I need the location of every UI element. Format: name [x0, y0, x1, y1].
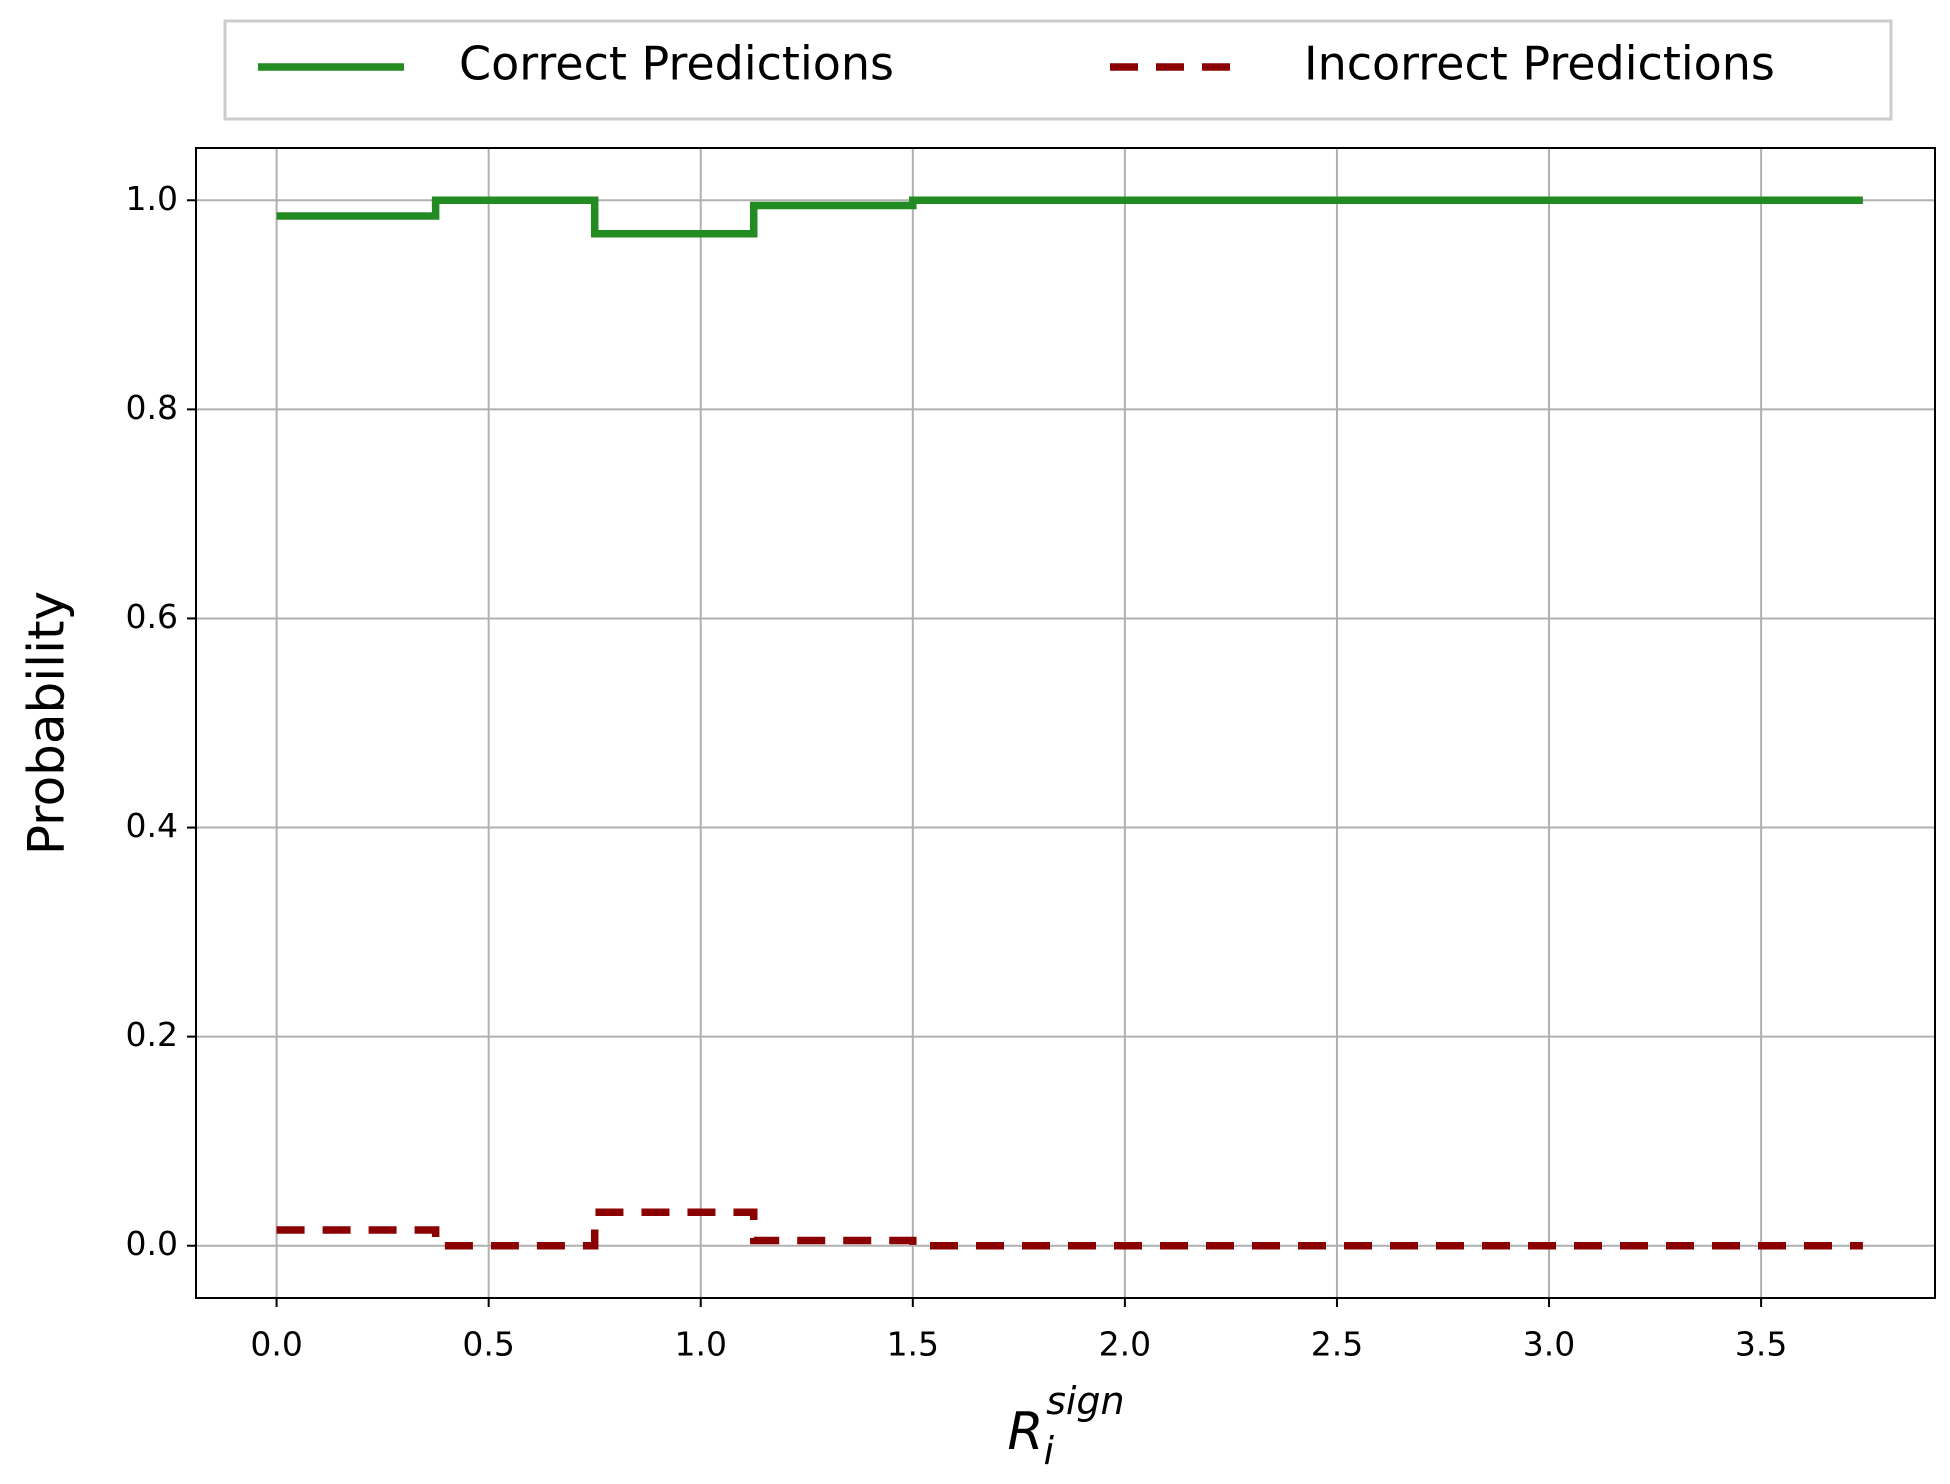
- lines: [276, 196, 1863, 1250]
- y-tick-label: 0.0: [126, 1224, 178, 1263]
- x-tick-label: 1.0: [674, 1325, 726, 1364]
- y-tick-label: 0.8: [126, 388, 178, 427]
- y-axis-label: Probability: [18, 591, 76, 855]
- legend: Correct Predictions Incorrect Predictions: [223, 19, 1893, 121]
- y-tick-label: 0.2: [126, 1015, 178, 1054]
- x-tick-label: 2.0: [1099, 1325, 1151, 1364]
- legend-frame: [223, 19, 1893, 121]
- x-tick-label: 1.5: [887, 1325, 939, 1364]
- x-axis-label: Ri sign: [1007, 1379, 1124, 1473]
- x-label-base: R: [1007, 1402, 1043, 1462]
- x-tick-label: 0.5: [462, 1325, 514, 1364]
- ticks: 0.0 0.5 1.0 1.5 2.0 2.5 3.0 3.5 0.0 0.2 0.4 0.6 0.8 1…: [126, 179, 1788, 1364]
- series-line: [276, 196, 1863, 238]
- plot-frame: [195, 147, 1936, 1299]
- legend-label: Correct Predictions: [459, 37, 894, 91]
- series-line: [276, 1208, 1863, 1250]
- y-tick-label: 0.4: [126, 806, 178, 845]
- x-tick-label: 3.5: [1735, 1325, 1787, 1364]
- x-tick-label: 2.5: [1311, 1325, 1363, 1364]
- x-label-sub: i: [1044, 1429, 1055, 1473]
- y-tick-label: 1.0: [126, 179, 178, 218]
- x-tick-label: 3.0: [1523, 1325, 1575, 1364]
- y-tick-label: 0.6: [126, 597, 178, 636]
- x-label-sup: sign: [1046, 1379, 1125, 1423]
- x-tick-label: 0.0: [250, 1325, 302, 1364]
- legend-label: Incorrect Predictions: [1304, 37, 1775, 91]
